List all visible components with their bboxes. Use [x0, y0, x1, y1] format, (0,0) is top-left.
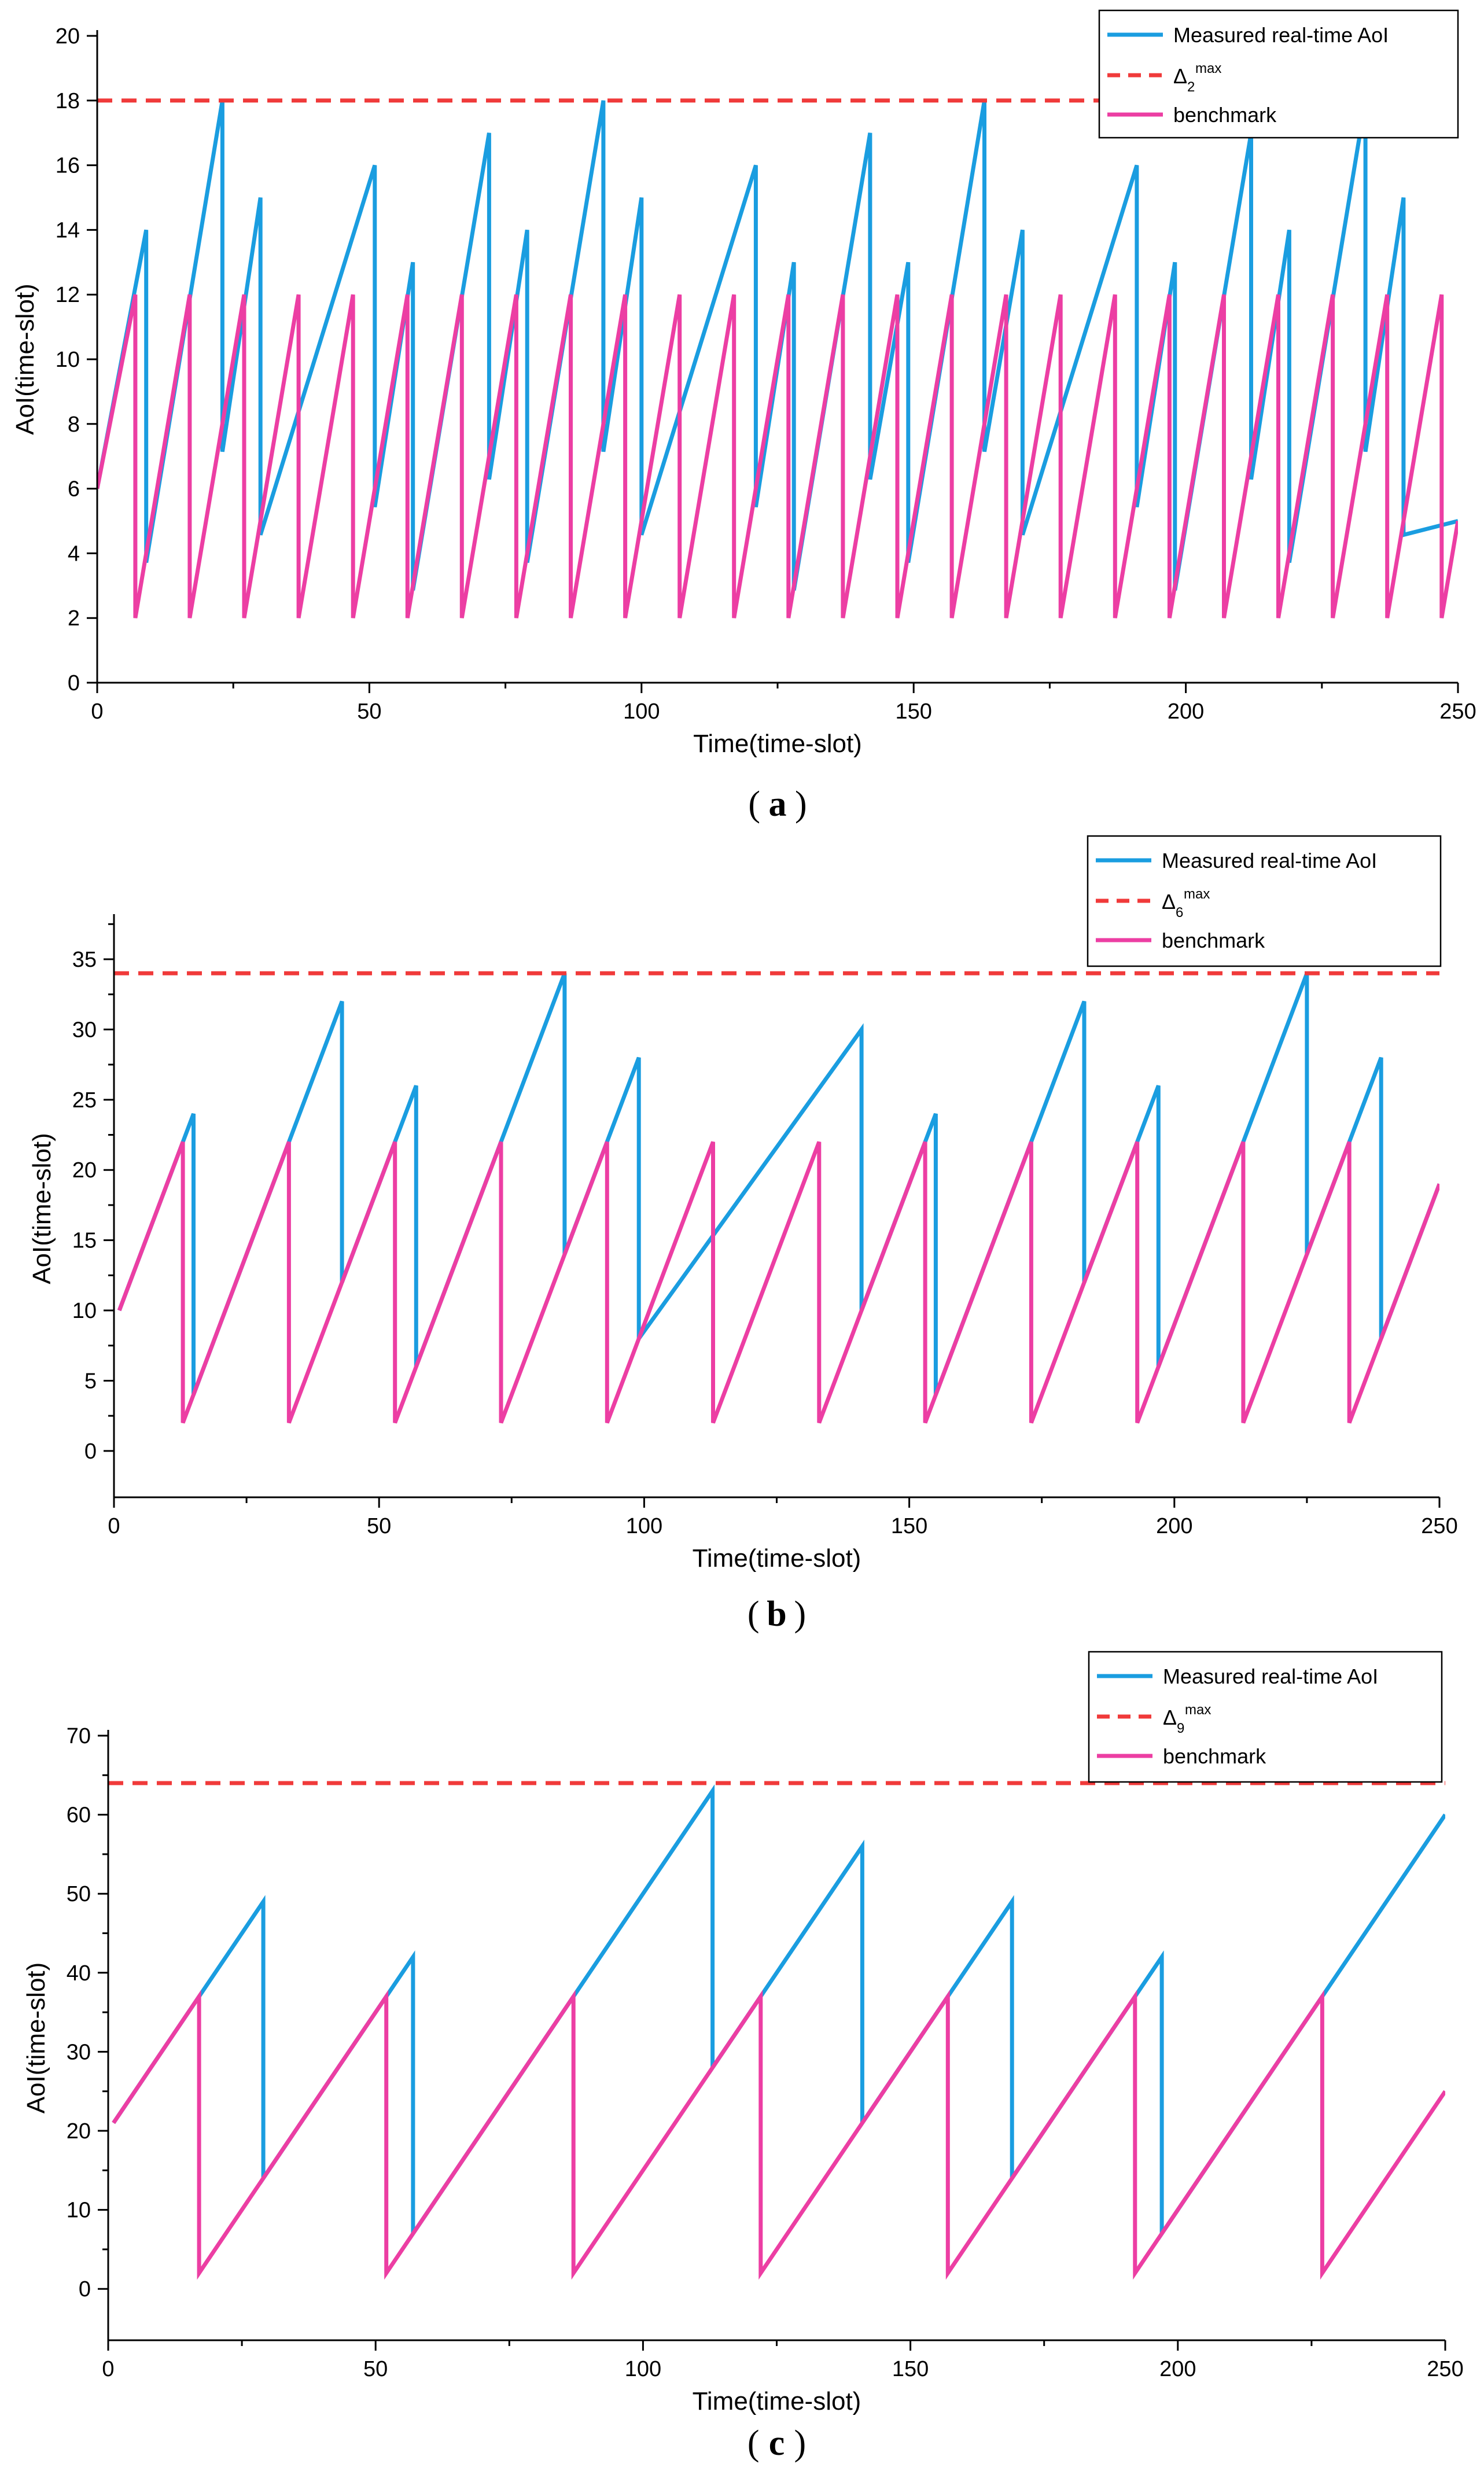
x-tick-label: 200 [1168, 699, 1204, 724]
legend-label-benchmark: benchmark [1163, 1744, 1266, 1768]
y-tick-label: 16 [56, 154, 80, 178]
y-tick-label: 25 [72, 1088, 97, 1113]
caption-open-paren: ( [748, 785, 760, 824]
y-tick-label: 14 [56, 218, 80, 242]
y-tick-label: 30 [67, 2040, 91, 2064]
chart-panel-b: 0 50 100 150 200 250 0 5 10 15 20 25 30 35 Time(time-s… [28, 835, 1458, 1634]
x-tick-label: 0 [91, 699, 103, 724]
y-tick-label: 10 [56, 348, 80, 372]
x-tick-label: 100 [625, 2357, 661, 2381]
x-tick-label: 100 [626, 1514, 662, 1538]
x-axis-title: Time(time-slot) [693, 2387, 861, 2415]
y-tick-label: 0 [79, 2277, 91, 2301]
x-tick-label: 250 [1439, 699, 1476, 724]
benchmark-series [97, 294, 1458, 618]
x-tick-label: 150 [892, 2357, 929, 2381]
x-tick-label: 0 [108, 1514, 120, 1538]
x-tick-label: 50 [357, 699, 381, 724]
legend-label-threshold-sup: max [1185, 1702, 1211, 1718]
chart-panel-a: 0 50 100 150 200 250 0 2 4 6 8 10 12 14 16 18 20 Time(tim… [11, 9, 1476, 824]
legend-label-measured: Measured real-time AoI [1163, 1664, 1378, 1688]
caption-close-paren: ) [795, 785, 807, 824]
caption-open-paren: ( [747, 2424, 760, 2463]
y-tick-label: 12 [56, 283, 80, 307]
measured-aoi-series [117, 973, 1439, 1395]
x-axis-title: Time(time-slot) [693, 1544, 861, 1573]
legend-label-threshold-symbol: Δ [1173, 64, 1187, 88]
y-tick-label: 30 [72, 1018, 97, 1042]
measured-aoi-series [112, 1784, 1445, 2241]
x-tick-label: 100 [623, 699, 660, 724]
y-tick-label: 5 [84, 1369, 97, 1393]
x-tick-label: 50 [367, 1514, 391, 1538]
legend-label-threshold-sup: max [1195, 61, 1221, 76]
y-tick-label: 10 [67, 2199, 91, 2223]
x-tick-label: 250 [1421, 1514, 1457, 1538]
y-tick-label: 70 [67, 1724, 91, 1748]
caption-close-paren: ) [794, 1594, 807, 1634]
benchmark-series [117, 1141, 1439, 1424]
x-tick-label: 0 [102, 2357, 114, 2381]
legend-label-threshold-sub: 9 [1177, 1721, 1184, 1736]
legend-label-threshold-sub: 2 [1187, 79, 1195, 95]
y-axis-title: AoI(time-slot) [11, 283, 39, 435]
legend-label-threshold-symbol: Δ [1163, 1706, 1177, 1729]
legend-label-benchmark: benchmark [1162, 929, 1265, 952]
caption-letter: a [769, 785, 787, 824]
benchmark-series [112, 1990, 1445, 2280]
y-axis-title: AoI(time-slot) [28, 1133, 56, 1284]
legend-label-measured: Measured real-time AoI [1173, 23, 1389, 47]
measured-aoi-series [97, 100, 1458, 591]
x-axis-title: Time(time-slot) [693, 730, 862, 758]
y-tick-label: 40 [67, 1961, 91, 1986]
x-tick-label: 250 [1427, 2357, 1463, 2381]
chart-panel-c: 0 50 100 150 200 250 0 10 20 30 40 50 60 70 Time(time-… [22, 1651, 1464, 2463]
x-tick-label: 150 [891, 1514, 927, 1538]
y-tick-label: 6 [68, 477, 80, 502]
x-tick-label: 150 [895, 699, 931, 724]
y-tick-label: 4 [68, 542, 80, 566]
legend-label-measured: Measured real-time AoI [1162, 849, 1377, 872]
legend-label-threshold-symbol: Δ [1162, 890, 1176, 914]
caption-letter: c [769, 2424, 785, 2463]
caption-open-paren: ( [747, 1594, 760, 1634]
y-tick-label: 20 [56, 24, 80, 49]
legend-label-threshold-sup: max [1184, 886, 1210, 902]
legend-label-threshold-sub: 6 [1176, 905, 1183, 920]
caption-close-paren: ) [794, 2424, 807, 2463]
y-tick-label: 18 [56, 89, 80, 113]
y-tick-label: 10 [72, 1299, 97, 1323]
y-tick-label: 0 [68, 671, 80, 695]
y-tick-label: 50 [67, 1882, 91, 1906]
y-tick-label: 20 [72, 1158, 97, 1183]
y-axis-title: AoI(time-slot) [22, 1962, 50, 2114]
y-tick-label: 35 [72, 948, 97, 972]
y-tick-label: 2 [68, 606, 80, 631]
x-tick-label: 50 [363, 2357, 388, 2381]
caption-letter: b [767, 1594, 786, 1634]
x-tick-label: 200 [1159, 2357, 1196, 2381]
x-tick-label: 200 [1156, 1514, 1192, 1538]
y-tick-label: 8 [68, 413, 80, 437]
legend-label-benchmark: benchmark [1173, 103, 1277, 127]
y-tick-label: 20 [67, 2119, 91, 2144]
y-tick-label: 0 [84, 1439, 97, 1464]
y-tick-label: 60 [67, 1803, 91, 1828]
y-tick-label: 15 [72, 1229, 97, 1253]
